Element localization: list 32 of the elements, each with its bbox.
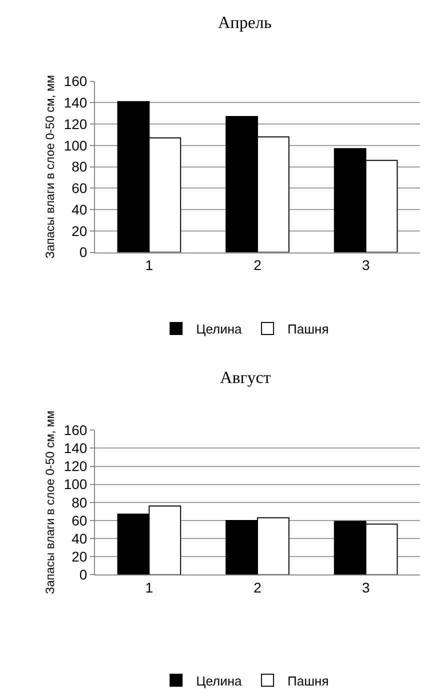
y-tick-label: 40 xyxy=(72,201,88,218)
x-tick-label: 2 xyxy=(254,257,262,274)
x-tick-label: 1 xyxy=(145,257,154,274)
y-tick-label: 0 xyxy=(79,566,88,583)
y-tick-label: 40 xyxy=(72,530,88,546)
x-tick-label: 2 xyxy=(254,580,262,596)
y-tick-label: 80 xyxy=(72,158,88,175)
x-tick-label: 1 xyxy=(145,580,154,596)
chart-title: Апрель xyxy=(218,13,272,32)
y-axis-title: Запасы влаги в слое 0-50 см, мм xyxy=(43,75,58,259)
y-tick-label: 0 xyxy=(79,244,88,260)
y-tick-label: 160 xyxy=(64,73,88,90)
y-tick-label: 160 xyxy=(64,422,88,438)
y-axis-title: Запасы влаги в слое 0-50 см, мм xyxy=(43,410,58,594)
y-tick-label: 60 xyxy=(72,512,88,528)
y-tick-label: 60 xyxy=(72,180,88,196)
legend-label: Пашня xyxy=(288,673,329,688)
legend-label: Целина xyxy=(196,673,243,688)
y-tick-label: 80 xyxy=(72,494,88,510)
y-tick-label: 140 xyxy=(64,440,88,456)
legend-label: Пашня xyxy=(288,322,329,337)
y-tick-label: 120 xyxy=(64,116,88,132)
y-tick-label: 20 xyxy=(72,222,88,239)
x-tick-label: 3 xyxy=(362,257,370,274)
y-tick-label: 140 xyxy=(64,94,88,111)
y-tick-label: 100 xyxy=(64,137,88,154)
y-tick-label: 20 xyxy=(72,548,88,565)
legend-label: Целина xyxy=(196,322,243,337)
y-tick-label: 120 xyxy=(64,458,88,474)
y-tick-label: 100 xyxy=(64,476,88,492)
chart-title: Август xyxy=(220,368,272,387)
x-tick-label: 3 xyxy=(362,580,370,596)
